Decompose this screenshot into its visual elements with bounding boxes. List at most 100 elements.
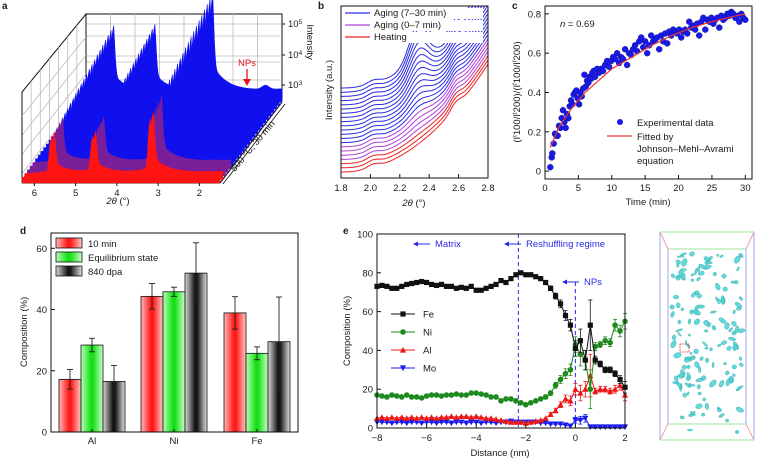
panel-c-y-tick-label: 0 [536,167,541,178]
panel-c-data-point [599,67,607,75]
panel-e-marker-square [538,276,544,282]
panel-e-plot [373,234,629,431]
isosurface-particle [719,254,724,258]
isosurface-particle [676,263,680,268]
panel-c-legend-label: Experimental data [637,118,714,129]
panel-e-marker-circle [617,328,623,334]
panel-e-marker-triangle-down [428,419,435,426]
panel-e-marker-circle [577,351,584,358]
isosurface-particle [721,273,727,279]
panel-d-y-tick-label: 60 [36,244,47,255]
panel-e-marker-square [478,287,484,293]
panel-c-x-tick-label: 15 [640,183,651,194]
reconstruction-box [659,231,755,441]
panel-b-xrd-zoom: b 1.8 2.0 2.2 2.4 2.6 2.8 2θ (°) Intensity (a… [318,1,495,209]
panel-d-category-label: Al [88,436,96,447]
panel-e-y-tick-label: 60 [362,307,373,318]
panel-c-data-point [696,32,703,39]
isosurface-particle [694,361,700,368]
panel-e-marker-triangle-up [403,415,410,421]
isosurface-particle [675,328,683,332]
panel-e-marker-square [567,322,574,328]
panel-e-marker-circle [602,337,608,344]
isosurface-particle [696,276,701,282]
panel-c-legend: Experimental data Fitted byJohnson–Mehl–A… [607,118,733,167]
panel-e-marker-triangle-down [473,419,480,426]
isosurface-particle [687,318,692,325]
panel-e-marker-triangle-up [453,414,460,420]
panel-e-marker-circle [503,396,509,402]
isosurface-particle [690,278,695,282]
panel-a-gridline [21,55,87,136]
panel-e-marker-triangle-up [557,401,564,408]
isosurface-particle [701,412,706,417]
isosurface-particle [687,333,691,337]
isosurface-particle [705,402,709,410]
panel-d-composition-bars: d Al Ni Fe 0 20 40 60 Composition (%) 10 min Eq… [19,226,299,447]
panel-b-legend-bg [343,8,483,19]
isosurface-particle [739,356,742,361]
panel-e-marker-triangle-up [542,415,549,421]
panel-e-marker-square [513,272,519,278]
panel-e-marker-triangle-up [423,415,430,421]
panel-e-marker-square [562,312,569,319]
panel-e-marker-circle [443,392,450,398]
isosurface-particle [696,384,701,390]
panel-c-data-point [591,73,599,81]
panel-e-marker-triangle-up [547,411,554,418]
panel-c-data-point [742,16,749,23]
panel-e-marker-triangle-down [483,419,490,426]
panel-e-marker-square [414,279,420,286]
panel-e-x-tick-label: −8 [372,433,383,444]
panel-b-curve [341,12,488,123]
isosurface-particle [704,329,709,333]
panel-e-marker-circle [389,392,395,398]
isosurface-particle [697,391,702,396]
isosurface-particle [699,356,704,361]
panel-e-marker-triangle-down [388,420,395,427]
panel-e-marker-square [602,367,608,373]
panel-d-y-tick-label: 20 [36,366,47,377]
panel-e-marker-circle [400,329,406,335]
panel-e-frame [376,233,626,429]
panel-e-marker-square [483,285,489,291]
panel-e-marker-triangle-up [597,386,604,392]
panel-c-data-point [575,101,583,108]
isosurface-particle [670,273,676,278]
panel-e-marker-triangle-up [378,414,386,420]
panel-e-marker-triangle-down [433,420,440,427]
panel-a-depth-axis [222,103,286,185]
panel-e-marker-square [607,367,613,373]
panel-a-nps-annotation: NPs [238,58,256,69]
panel-e-marker-triangle-up [572,386,579,392]
panel-a-x-tick-label: 3 [155,188,160,199]
panel-c-data-point [686,18,693,25]
panel-e-marker-triangle-up [611,386,619,392]
isosurface-particle [732,373,736,377]
isosurface-particle [736,266,740,272]
panel-e-marker-square [419,278,425,285]
panel-e-marker-circle [453,391,460,397]
panel-c-x-axis-label: Time (min) [625,197,670,208]
isosurface-particle [717,343,722,347]
panel-e-marker-square [399,283,405,289]
panel-e-marker-triangle-down [383,419,391,426]
isosurface-particles [669,251,746,434]
panel-e-marker-triangle-down [443,419,450,426]
isosurface-particle [735,385,744,392]
panel-e-y-tick-label: 40 [362,346,373,357]
isosurface-particle [678,372,685,379]
panel-c-data-point [642,38,649,45]
panel-e-marker-circle [418,395,425,401]
isosurface-particle [716,253,720,257]
isosurface-particle [688,356,692,360]
panel-b-curve [341,37,488,148]
panel-e-marker-triangle-down [611,424,619,431]
panel-d-bar [140,295,164,433]
panel-e-marker-square [458,284,464,290]
panel-b-legend: Aging (7–30 min)Aging (0–7 min)Heating [343,8,483,43]
panel-e-marker-circle [433,392,440,398]
panel-c-legend-label: Johnson–Mehl–Avrami [637,144,733,155]
panel-b-legend-label: Aging (0–7 min) [374,20,441,31]
panel-e-annotation-reshuffling: Reshuffling regime [526,239,605,250]
